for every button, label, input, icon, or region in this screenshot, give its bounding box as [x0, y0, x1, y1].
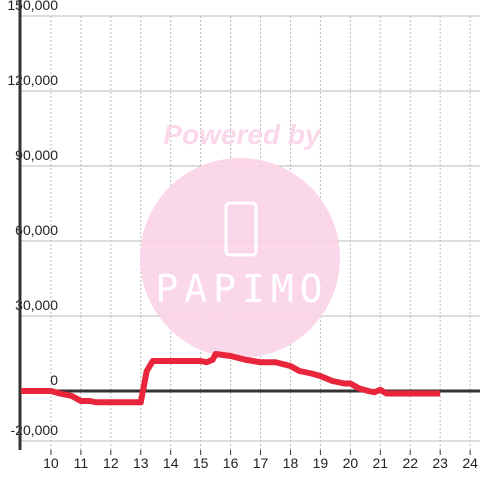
- watermark-phone: [224, 201, 258, 257]
- x-tick-label: 21: [373, 455, 389, 471]
- x-tick-label: 22: [402, 455, 418, 471]
- watermark-logo: PAPIMO: [155, 267, 328, 311]
- watermark-circle: [140, 158, 340, 358]
- x-tick-label: 20: [343, 455, 359, 471]
- y-tick-label: 90,000: [15, 147, 58, 163]
- y-tick-label: 0: [50, 372, 58, 388]
- x-tick-label: 10: [43, 455, 59, 471]
- y-tick-label: 60,000: [15, 222, 58, 238]
- data-line: [21, 351, 441, 406]
- x-tick-label: 11: [74, 455, 89, 471]
- y-tick-label: 120,000: [7, 72, 58, 88]
- x-tick-label: 23: [432, 455, 448, 471]
- x-tick-label: 17: [253, 455, 269, 471]
- x-tick-label: 24: [462, 455, 478, 471]
- x-tick-label: 13: [133, 455, 149, 471]
- watermark-text: Powered by: [163, 119, 322, 150]
- x-tick-label: 19: [313, 455, 329, 471]
- y-tick-label: -20,000: [11, 422, 59, 438]
- y-tick-label: 30,000: [15, 297, 58, 313]
- x-tick-label: 18: [283, 455, 299, 471]
- x-tick-label: 15: [193, 455, 209, 471]
- x-tick-label: 14: [163, 455, 179, 471]
- x-tick-label: 12: [103, 455, 119, 471]
- watermark: Powered by PAPIMO: [140, 119, 340, 358]
- y-tick-label: 150,000: [7, 0, 58, 13]
- x-tick-label: 16: [223, 455, 239, 471]
